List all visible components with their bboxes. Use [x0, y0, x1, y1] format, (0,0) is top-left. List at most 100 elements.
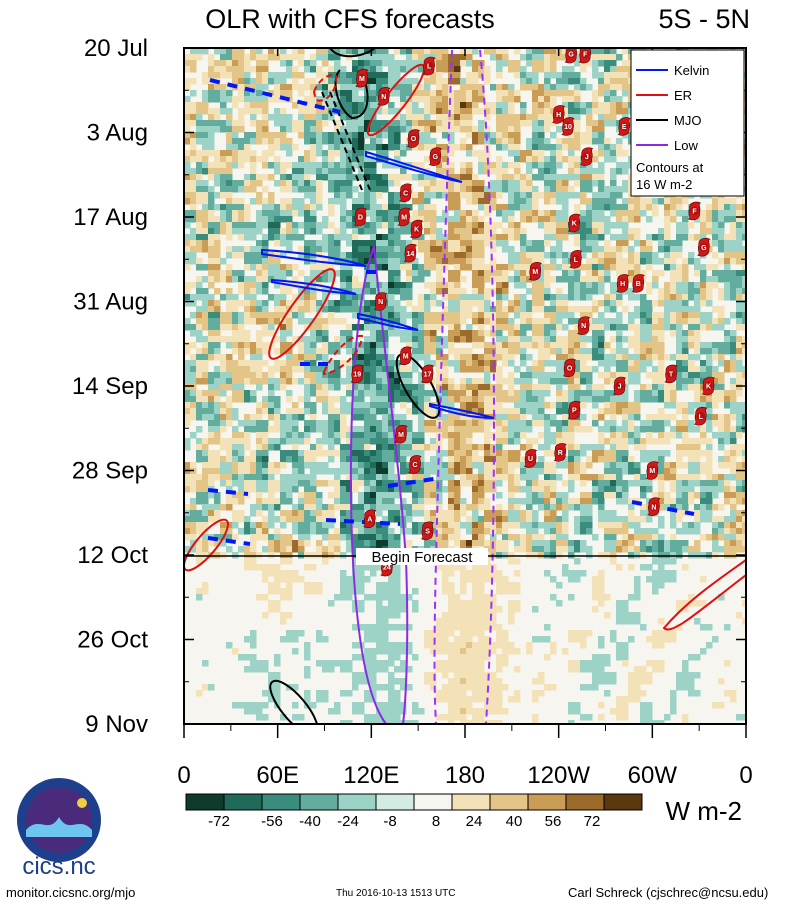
- field-cell: [694, 288, 701, 295]
- field-cell: [190, 90, 197, 97]
- field-cell: [616, 444, 623, 451]
- field-cell: [334, 252, 341, 259]
- field-cell: [514, 150, 521, 157]
- field-cell: [562, 432, 569, 439]
- field-cell: [604, 294, 611, 301]
- field-cell: [316, 318, 323, 325]
- field-cell: [202, 300, 209, 307]
- field-cell: [538, 378, 545, 385]
- field-cell: [544, 192, 551, 199]
- field-cell: [694, 390, 701, 397]
- field-cell: [208, 246, 215, 253]
- field-cell: [430, 222, 437, 229]
- field-cell: [262, 198, 269, 205]
- field-cell: [532, 366, 539, 373]
- field-cell: [466, 108, 473, 115]
- field-cell: [388, 330, 395, 337]
- field-cell: [502, 228, 509, 235]
- field-cell: [664, 306, 671, 313]
- field-cell: [316, 108, 323, 115]
- field-cell: [478, 84, 485, 91]
- field-cell: [334, 300, 341, 307]
- field-cell: [430, 324, 437, 331]
- field-cell: [532, 300, 539, 307]
- field-cell: [202, 348, 209, 355]
- field-cell: [454, 366, 461, 373]
- field-cell: [574, 390, 581, 397]
- field-cell: [574, 426, 581, 433]
- field-cell: [196, 408, 203, 415]
- field-cell: [394, 240, 401, 247]
- field-cell: [490, 192, 497, 199]
- field-cell: [442, 288, 449, 295]
- field-cell: [544, 174, 551, 181]
- field-cell: [718, 372, 725, 379]
- field-cell: [250, 66, 257, 73]
- field-cell: [340, 66, 347, 73]
- field-cell: [502, 318, 509, 325]
- field-cell: [454, 420, 461, 427]
- field-cell: [640, 300, 647, 307]
- field-cell: [550, 72, 557, 79]
- field-cell: [676, 348, 683, 355]
- field-cell: [574, 270, 581, 277]
- field-cell: [718, 258, 725, 265]
- field-cell: [484, 288, 491, 295]
- field-cell: [370, 60, 377, 67]
- field-cell: [598, 126, 605, 133]
- field-cell: [652, 354, 659, 361]
- field-cell: [424, 270, 431, 277]
- field-cell: [292, 360, 299, 367]
- field-cell: [502, 144, 509, 151]
- field-cell: [184, 126, 191, 133]
- field-cell: [340, 204, 347, 211]
- field-cell: [658, 300, 665, 307]
- field-cell: [658, 426, 665, 433]
- field-cell: [430, 204, 437, 211]
- field-cell: [202, 336, 209, 343]
- field-cell: [490, 84, 497, 91]
- field-cell: [574, 318, 581, 325]
- field-cell: [370, 192, 377, 199]
- field-cell: [298, 222, 305, 229]
- field-cell: [658, 324, 665, 331]
- field-cell: [280, 54, 287, 61]
- field-cell: [328, 204, 335, 211]
- field-cell: [742, 348, 746, 355]
- field-cell: [598, 204, 605, 211]
- field-cell: [532, 120, 539, 127]
- field-cell: [682, 360, 689, 367]
- field-cell: [712, 282, 719, 289]
- field-cell: [448, 312, 455, 319]
- field-cell: [346, 240, 353, 247]
- field-cell: [574, 180, 581, 187]
- field-cell: [208, 192, 215, 199]
- field-cell: [292, 378, 299, 385]
- field-cell: [250, 120, 257, 127]
- field-cell: [556, 384, 563, 391]
- field-cell: [448, 342, 455, 349]
- field-cell: [286, 216, 293, 223]
- field-cell: [706, 372, 713, 379]
- field-cell: [544, 156, 551, 163]
- field-cell: [544, 264, 551, 271]
- field-cell: [484, 126, 491, 133]
- field-cell: [586, 354, 593, 361]
- field-cell: [562, 426, 569, 433]
- field-cell: [472, 264, 479, 271]
- field-cell: [352, 78, 359, 85]
- field-cell: [508, 324, 515, 331]
- field-cell: [190, 198, 197, 205]
- field-cell: [280, 252, 287, 259]
- field-cell: [460, 60, 467, 67]
- field-cell: [736, 234, 743, 241]
- field-cell: [274, 414, 281, 421]
- field-cell: [424, 300, 431, 307]
- field-cell: [214, 390, 221, 397]
- field-cell: [736, 222, 743, 229]
- field-cell: [508, 384, 515, 391]
- field-cell: [292, 414, 299, 421]
- field-cell: [214, 216, 221, 223]
- field-cell: [580, 234, 587, 241]
- field-cell: [598, 432, 605, 439]
